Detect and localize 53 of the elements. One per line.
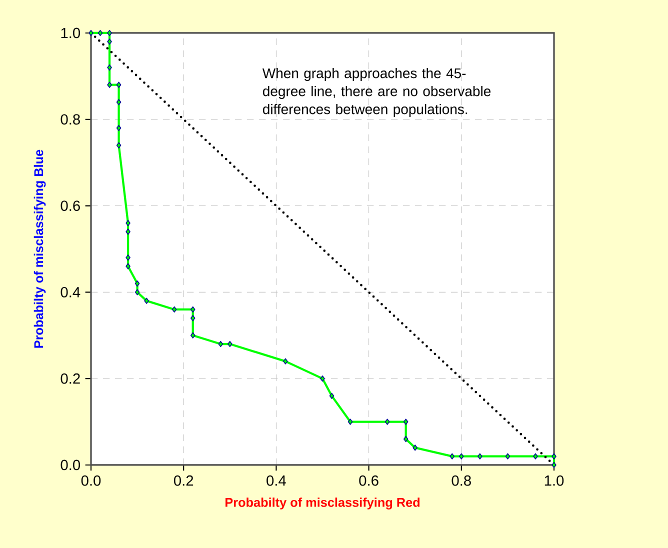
y-tick-label: 0.0 <box>60 460 80 470</box>
point <box>98 30 103 36</box>
point <box>134 280 140 287</box>
point <box>505 453 510 460</box>
x-tick-label: 0.8 <box>452 475 471 486</box>
annotation: When graph approaches the 45-degree line, there are no observable differences between populations. <box>262 68 491 117</box>
y-tick-label: 0.2 <box>60 373 80 384</box>
point <box>459 453 464 460</box>
point <box>228 340 232 348</box>
point <box>126 254 130 261</box>
point <box>126 228 130 235</box>
point <box>329 392 334 399</box>
y-tick-label: 0.6 <box>60 200 80 211</box>
point <box>190 306 196 313</box>
point <box>107 82 112 88</box>
point <box>552 453 556 460</box>
point <box>190 315 196 322</box>
x-tick-label: 1.0 <box>544 475 564 486</box>
point <box>190 332 196 338</box>
point <box>283 358 288 364</box>
point <box>478 453 482 460</box>
point <box>116 142 122 148</box>
point <box>348 418 353 425</box>
point <box>218 340 224 348</box>
point <box>144 298 149 304</box>
x-axis-title: Probabilty of misclassifying Red <box>226 498 420 510</box>
point <box>107 64 112 71</box>
point <box>88 30 94 36</box>
point <box>403 418 408 425</box>
point <box>384 418 390 425</box>
point <box>126 263 130 270</box>
y-tick-label: 1.0 <box>61 28 80 38</box>
y-tick-label: 0.8 <box>60 114 80 125</box>
point <box>134 289 140 296</box>
point <box>320 376 325 382</box>
point <box>412 444 418 451</box>
point <box>116 99 122 106</box>
x-tick-label: 0.4 <box>266 475 286 486</box>
point <box>552 462 556 468</box>
point <box>107 38 112 45</box>
point <box>172 306 177 313</box>
x-tick-label: 0.6 <box>359 475 378 486</box>
point <box>403 436 408 442</box>
point <box>116 124 122 132</box>
point <box>107 30 112 36</box>
x-tick-label: 0.0 <box>81 475 101 486</box>
x-tick-label: 0.2 <box>174 475 194 486</box>
y-axis-title: Probabilty of misclassifying Blue <box>34 150 46 348</box>
point <box>533 453 538 460</box>
point <box>126 220 130 226</box>
point <box>116 82 122 88</box>
y-tick-label: 0.4 <box>60 287 80 298</box>
point <box>450 453 455 460</box>
